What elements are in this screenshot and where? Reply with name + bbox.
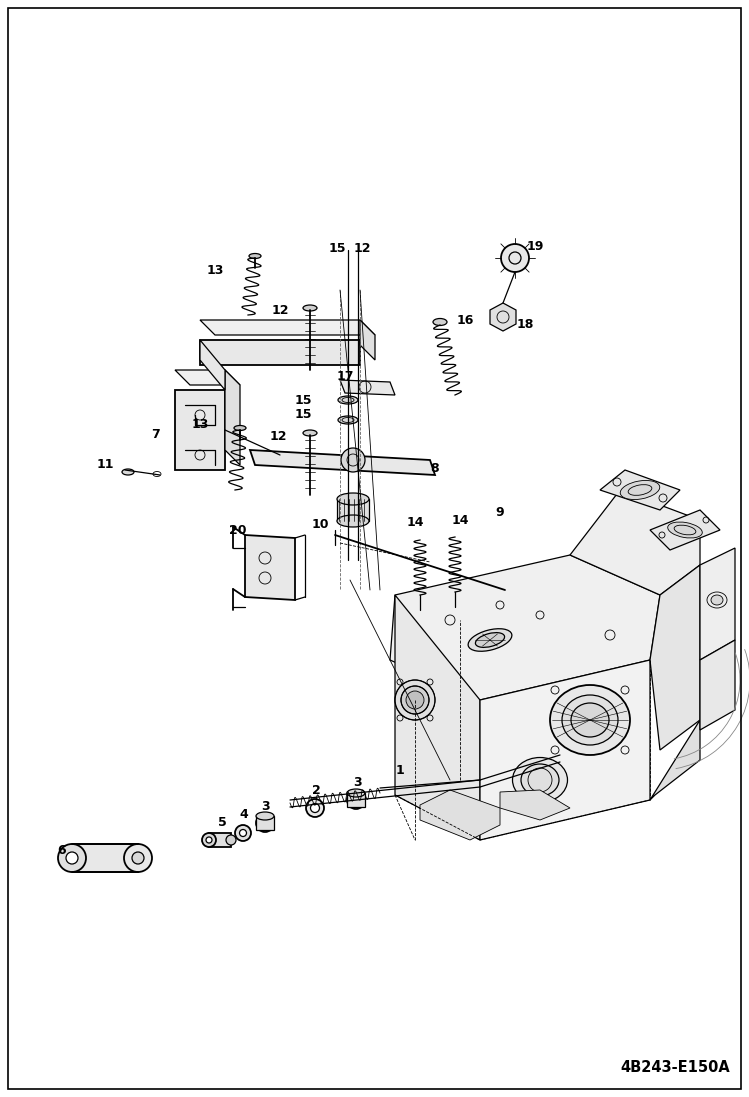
Text: 11: 11 [97,459,114,472]
Ellipse shape [235,825,251,841]
Bar [73,844,138,872]
Text: 2: 2 [312,783,321,796]
Polygon shape [225,370,240,465]
Ellipse shape [122,470,134,475]
Ellipse shape [311,803,320,813]
Polygon shape [700,640,735,730]
Polygon shape [650,510,720,550]
Text: 5: 5 [218,815,226,828]
Ellipse shape [338,416,358,425]
Ellipse shape [66,852,78,864]
Text: 14: 14 [406,517,424,530]
Polygon shape [360,320,375,360]
Polygon shape [390,555,660,700]
Text: 10: 10 [312,518,329,531]
Text: 6: 6 [58,844,67,857]
Ellipse shape [256,812,274,819]
Ellipse shape [351,795,361,805]
Polygon shape [250,450,435,475]
Ellipse shape [347,791,365,808]
Text: 9: 9 [496,507,504,520]
Text: 4B243-E150A: 4B243-E150A [620,1060,730,1075]
Text: 7: 7 [151,429,160,441]
Polygon shape [395,595,480,840]
Circle shape [341,448,365,472]
Text: 8: 8 [431,462,440,475]
Bar [256,816,274,830]
Bar [209,833,231,847]
Text: 15: 15 [294,408,312,421]
Text: 12: 12 [271,304,289,317]
Ellipse shape [202,833,216,847]
Ellipse shape [338,396,358,404]
Ellipse shape [476,633,505,647]
Bar [337,499,369,521]
Ellipse shape [468,629,512,652]
Polygon shape [570,490,700,595]
Text: 13: 13 [191,418,209,431]
Ellipse shape [240,829,246,837]
Polygon shape [200,340,360,365]
Ellipse shape [512,758,568,803]
Ellipse shape [206,837,212,842]
Ellipse shape [306,799,324,817]
Polygon shape [650,565,700,750]
Text: 3: 3 [354,777,363,790]
Polygon shape [650,720,700,800]
Polygon shape [340,380,395,395]
Text: 4: 4 [240,808,249,822]
Text: 17: 17 [336,370,354,383]
Ellipse shape [562,695,618,745]
Ellipse shape [337,493,369,505]
Ellipse shape [620,480,660,499]
Polygon shape [245,535,295,600]
Ellipse shape [124,844,152,872]
Ellipse shape [256,814,274,832]
Text: 15: 15 [328,241,346,255]
Polygon shape [500,790,570,819]
Text: 3: 3 [261,800,270,813]
Circle shape [501,244,529,272]
Bar [347,793,365,807]
Polygon shape [490,303,516,331]
Ellipse shape [521,764,559,796]
Text: 14: 14 [451,513,469,527]
Text: 13: 13 [206,263,224,276]
Polygon shape [420,790,500,840]
Text: 19: 19 [527,240,544,253]
Polygon shape [175,370,240,385]
Ellipse shape [249,253,261,259]
Ellipse shape [303,305,317,312]
Ellipse shape [571,703,609,737]
Ellipse shape [347,789,365,798]
Ellipse shape [395,680,435,720]
Text: 12: 12 [354,241,371,255]
Polygon shape [200,320,375,335]
Ellipse shape [667,522,703,538]
Ellipse shape [226,835,236,845]
Ellipse shape [406,691,424,709]
Polygon shape [600,470,680,510]
Ellipse shape [132,852,144,864]
Text: 15: 15 [294,394,312,407]
Ellipse shape [234,426,246,430]
Ellipse shape [58,844,86,872]
Text: 18: 18 [516,318,534,331]
Ellipse shape [303,430,317,436]
Polygon shape [175,391,225,470]
Polygon shape [200,340,225,391]
Ellipse shape [401,686,429,714]
Ellipse shape [337,514,369,527]
Text: 1: 1 [395,764,404,777]
Text: 12: 12 [269,430,287,443]
Polygon shape [700,548,735,660]
Ellipse shape [711,595,723,606]
Ellipse shape [260,818,270,828]
Text: 16: 16 [456,314,473,327]
Polygon shape [480,660,650,840]
Ellipse shape [550,685,630,755]
Ellipse shape [433,318,447,326]
Text: 20: 20 [229,523,246,536]
